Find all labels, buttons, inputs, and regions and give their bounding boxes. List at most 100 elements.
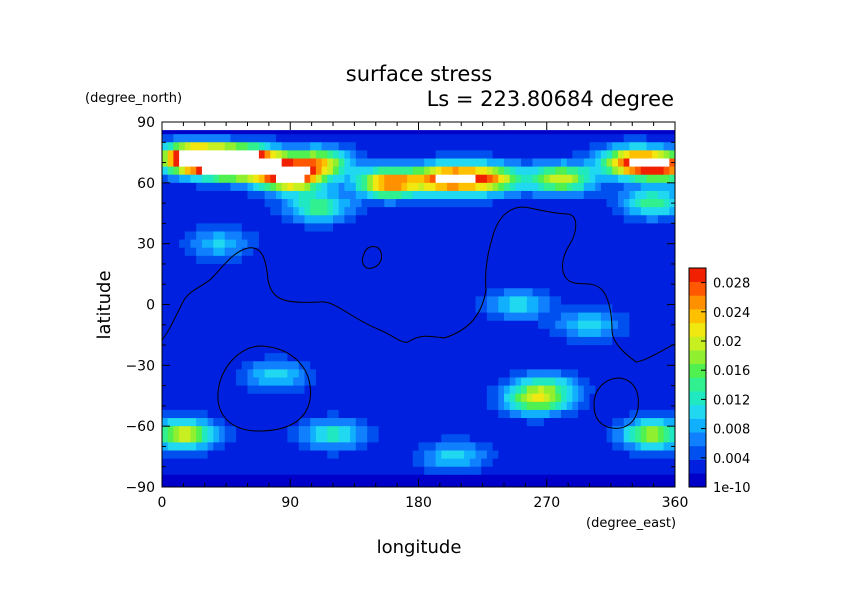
field-cell	[618, 336, 625, 346]
field-cell	[264, 466, 271, 476]
field-cell	[606, 134, 613, 143]
field-cell	[492, 247, 499, 257]
field-cell	[532, 134, 539, 143]
field-cell	[606, 199, 613, 208]
field-cell	[253, 361, 260, 370]
field-cell	[412, 126, 420, 135]
field-cell	[201, 312, 209, 322]
field-cell	[600, 272, 608, 281]
field-cell	[481, 450, 488, 460]
field-cell	[321, 142, 328, 151]
field-cell	[390, 280, 397, 289]
field-cell	[429, 450, 437, 460]
field-cell	[509, 466, 516, 476]
field-cell	[623, 134, 630, 143]
field-cell	[629, 166, 636, 176]
field-cell	[270, 199, 277, 208]
field-cell	[207, 255, 214, 265]
field-cell	[310, 474, 317, 484]
field-cell	[236, 482, 243, 487]
field-cell	[435, 126, 442, 135]
field-cell	[555, 385, 562, 395]
field-cell	[264, 401, 271, 411]
field-cell	[344, 142, 351, 151]
field-cell	[469, 328, 477, 338]
field-cell	[657, 409, 665, 419]
field-cell	[623, 328, 630, 338]
field-cell	[384, 458, 391, 468]
field-cell	[526, 336, 534, 346]
field-cell	[464, 418, 471, 427]
field-cell	[219, 385, 226, 395]
field-cell	[635, 385, 642, 395]
field-cell	[635, 409, 642, 419]
field-cell	[355, 442, 363, 452]
field-cell	[287, 345, 294, 354]
field-cell	[207, 239, 214, 249]
field-cell	[635, 288, 642, 297]
field-cell	[635, 296, 642, 306]
field-cell	[293, 288, 300, 297]
field-cell	[184, 353, 192, 362]
field-cell	[543, 385, 551, 395]
field-cell	[583, 215, 591, 224]
field-cell	[190, 482, 197, 487]
field-cell	[327, 328, 334, 338]
field-cell	[293, 199, 300, 208]
field-cell	[355, 288, 363, 297]
field-cell	[304, 182, 311, 192]
field-cell	[167, 345, 174, 354]
field-cell	[606, 150, 613, 160]
field-cell	[447, 231, 454, 241]
field-cell	[236, 280, 243, 289]
field-cell	[549, 458, 556, 468]
field-cell	[464, 272, 471, 281]
field-cell	[652, 434, 659, 443]
field-cell	[190, 353, 197, 362]
field-cell	[532, 142, 539, 151]
field-cell	[612, 255, 619, 265]
field-cell	[338, 215, 345, 224]
field-cell	[618, 328, 625, 338]
field-cell	[566, 336, 573, 346]
field-cell	[390, 393, 397, 403]
field-cell	[253, 174, 260, 184]
field-cell	[475, 272, 482, 281]
field-cell	[521, 474, 528, 484]
field-cell	[321, 426, 328, 435]
field-cell	[435, 255, 442, 265]
field-cell	[321, 345, 328, 354]
field-cell	[241, 418, 249, 427]
field-cell	[652, 369, 659, 379]
field-cell	[464, 336, 471, 346]
field-cell	[219, 328, 226, 338]
field-cell	[258, 263, 266, 273]
field-cell	[344, 474, 351, 484]
field-cell	[635, 263, 642, 273]
field-cell	[281, 126, 288, 135]
field-cell	[515, 361, 522, 370]
field-cell	[452, 336, 459, 346]
field-cell	[201, 442, 209, 452]
field-cell	[492, 336, 499, 346]
field-cell	[441, 466, 448, 476]
field-cell	[589, 328, 596, 338]
field-cell	[276, 272, 283, 281]
field-cell	[344, 304, 351, 314]
field-cell	[469, 280, 477, 289]
field-cell	[515, 393, 522, 403]
field-cell	[395, 385, 402, 395]
field-cell	[281, 150, 288, 160]
field-cell	[384, 466, 391, 476]
field-cell	[167, 409, 174, 419]
field-cell	[184, 150, 192, 160]
field-cell	[372, 466, 380, 476]
field-cell	[247, 474, 254, 484]
field-cell	[618, 223, 625, 233]
field-cell	[452, 369, 459, 379]
field-cell	[549, 223, 556, 233]
field-cell	[219, 126, 226, 135]
field-cell	[475, 328, 482, 338]
field-cell	[652, 134, 659, 143]
field-cell	[310, 393, 317, 403]
